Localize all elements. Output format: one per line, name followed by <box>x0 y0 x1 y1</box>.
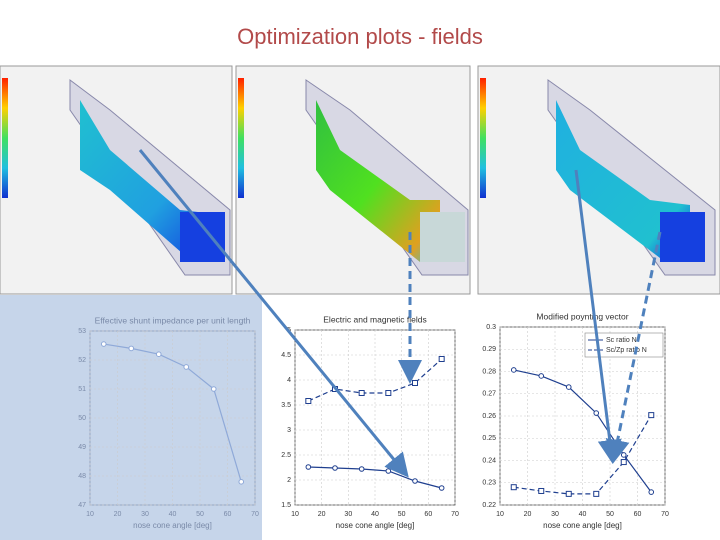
data-point <box>648 412 655 419</box>
y-tick-label: 4 <box>287 377 291 384</box>
series-line <box>103 343 242 482</box>
legend-label: Sc ratio N <box>606 337 637 344</box>
series-line <box>308 358 443 402</box>
y-tick-label: 49 <box>78 444 86 451</box>
data-point <box>358 390 365 396</box>
chart-title: Modified poynting vector <box>536 311 628 321</box>
x-axis-label: nose cone angle [deg] <box>543 521 622 530</box>
x-tick-label: 50 <box>606 511 614 518</box>
data-point <box>128 345 135 352</box>
data-point <box>565 490 572 497</box>
data-point <box>155 351 162 358</box>
y-tick-label: 0.3 <box>486 324 496 331</box>
x-tick-label: 60 <box>424 511 432 518</box>
y-tick-label: 0.29 <box>482 346 496 353</box>
y-tick-label: 0.24 <box>482 457 496 464</box>
data-point <box>238 479 245 485</box>
chart: Effective shunt impedance per unit lengt… <box>78 315 259 530</box>
y-tick-label: 0.22 <box>482 502 496 509</box>
y-tick-label: 52 <box>78 357 86 364</box>
data-point <box>538 487 545 494</box>
x-tick-label: 60 <box>224 511 232 518</box>
data-point <box>183 364 190 370</box>
data-point <box>332 465 338 471</box>
data-point <box>412 478 418 484</box>
data-point <box>412 380 418 386</box>
y-tick-label: 0.28 <box>482 368 496 375</box>
y-tick-label: 0.26 <box>482 413 496 420</box>
data-point <box>565 384 572 390</box>
data-point <box>620 452 627 458</box>
arrows <box>138 149 662 478</box>
y-tick-label: 50 <box>78 415 86 422</box>
data-point <box>510 367 517 373</box>
y-tick-label: 3.5 <box>281 402 291 409</box>
x-tick-label: 20 <box>318 511 326 518</box>
x-tick-label: 10 <box>291 511 299 518</box>
chart-title: Effective shunt impedance per unit lengt… <box>95 315 251 325</box>
series-line <box>308 466 442 489</box>
x-tick-label: 20 <box>524 511 532 518</box>
x-tick-label: 10 <box>496 511 504 518</box>
y-tick-label: 53 <box>78 328 86 335</box>
field-panel <box>0 65 233 295</box>
data-point <box>538 373 545 379</box>
y-tick-label: 4.5 <box>281 352 291 359</box>
field-panel <box>477 65 720 295</box>
x-tick-label: 70 <box>251 511 259 518</box>
y-tick-label: 1.5 <box>281 502 291 509</box>
y-tick-label: 0.25 <box>482 435 496 442</box>
data-point <box>358 466 365 472</box>
data-point <box>620 459 627 466</box>
x-tick-label: 30 <box>551 511 559 518</box>
x-tick-label: 10 <box>86 511 94 518</box>
x-tick-label: 50 <box>196 511 204 518</box>
data-point <box>648 489 655 495</box>
data-point <box>100 341 107 347</box>
chart: Electric and magnetic fields nose cone an… <box>281 314 459 530</box>
y-tick-label: 51 <box>78 386 86 393</box>
data-point <box>510 484 517 491</box>
legend-label: Sc/Zp ratio N <box>606 347 647 354</box>
y-tick-label: 3 <box>287 427 291 434</box>
data-point <box>593 490 600 497</box>
x-tick-label: 30 <box>344 511 352 518</box>
x-tick-label: 40 <box>371 511 379 518</box>
x-axis-label: nose cone angle [deg] <box>133 521 212 530</box>
arrow <box>138 149 409 478</box>
x-tick-label: 70 <box>451 511 459 518</box>
y-tick-label: 0.23 <box>482 480 496 487</box>
x-tick-label: 70 <box>661 511 669 518</box>
x-tick-label: 40 <box>579 511 587 518</box>
y-tick-label: 0.27 <box>482 391 496 398</box>
y-tick-label: 47 <box>78 502 86 509</box>
data-point <box>438 356 445 362</box>
x-tick-label: 40 <box>169 511 177 518</box>
data-point <box>385 468 392 474</box>
x-tick-label: 20 <box>114 511 122 518</box>
data-point <box>305 398 312 404</box>
y-tick-label: 48 <box>78 473 86 480</box>
data-point <box>305 464 312 470</box>
x-tick-label: 50 <box>398 511 406 518</box>
charts: Effective shunt impedance per unit lengt… <box>78 311 669 530</box>
x-tick-label: 30 <box>141 511 149 518</box>
chart-title: Electric and magnetic fields <box>323 314 426 324</box>
chart: Modified poynting vector nose cone angle … <box>482 311 669 530</box>
field-panel <box>235 65 471 295</box>
y-tick-label: 2 <box>287 477 291 484</box>
slide-title: Optimization plots - fields <box>237 24 483 49</box>
data-point <box>385 390 392 396</box>
data-point <box>438 485 445 491</box>
data-point <box>593 410 600 416</box>
y-tick-label: 2.5 <box>281 452 291 459</box>
x-axis-label: nose cone angle [deg] <box>336 521 415 530</box>
x-tick-label: 60 <box>634 511 642 518</box>
arrow <box>574 169 622 464</box>
data-point <box>210 386 217 392</box>
